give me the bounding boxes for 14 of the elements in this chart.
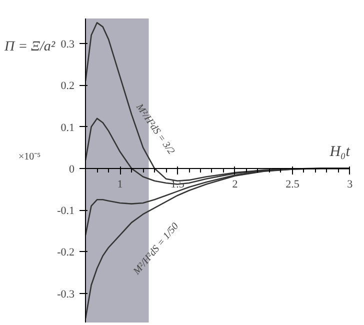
x-axis-title: H₀t [328,144,351,160]
x-tick-label: 2 [232,178,238,190]
text: ×10⁻⁵ [18,152,41,162]
x-tick-label: 1 [117,178,123,190]
y-axis-title: Π = Ξ/a² [4,40,56,54]
x-tick-label: 2.5 [286,178,300,190]
y-tick-label: 0.3 [60,38,76,50]
y-tick-label: -0.3 [57,288,76,300]
y-tick-label: -0.2 [57,246,75,259]
y-tick-label: 0.1 [60,122,75,134]
x-tick-label: 3 [347,178,354,190]
y-tick-label: -0.1 [57,205,75,218]
y-tick-label: 0.2 [60,80,75,92]
y-tick-label: 0 [69,163,76,176]
